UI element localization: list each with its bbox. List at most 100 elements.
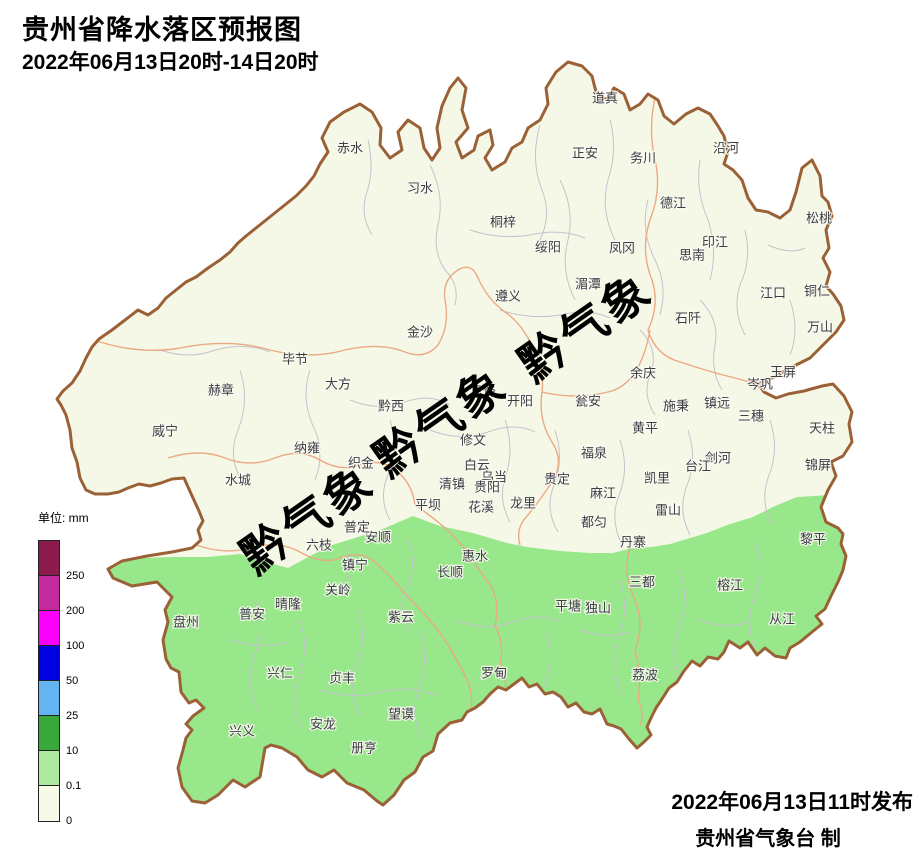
footer: 2022年06月13日11时发布 贵州省气象台 制 (623, 786, 913, 851)
county-label-习水: 习水 (407, 181, 433, 196)
county-label-凯里: 凯里 (644, 471, 670, 486)
county-label-惠水: 惠水 (462, 549, 488, 564)
footer-issued-time: 2022年06月13日11时发布 (671, 791, 913, 814)
county-label-绥阳: 绥阳 (535, 240, 561, 255)
county-label-普定: 普定 (344, 520, 370, 535)
county-borders (159, 119, 806, 741)
county-label-遵义: 遵义 (495, 289, 521, 304)
county-label-安龙: 安龙 (310, 717, 336, 732)
county-label-湄潭: 湄潭 (575, 277, 601, 292)
county-label-万山: 万山 (807, 320, 833, 335)
county-label-贵定: 贵定 (544, 472, 570, 487)
legend-cell-250 (39, 541, 59, 576)
county-label-大方: 大方 (325, 377, 351, 392)
legend-cell-50 (39, 646, 59, 681)
county-label-瓮安: 瓮安 (575, 394, 601, 409)
legend-tick-label: 100 (66, 640, 85, 652)
legend-tick-label: 0 (66, 815, 73, 827)
county-label-务川: 务川 (630, 151, 656, 166)
county-label-贞丰: 贞丰 (329, 671, 355, 686)
county-label-镇远: 镇远 (704, 396, 730, 411)
county-label-黄平: 黄平 (632, 421, 658, 436)
legend-title: 单位: mm (38, 511, 89, 525)
county-label-紫云: 紫云 (388, 610, 414, 625)
county-label-松桃: 松桃 (806, 211, 832, 226)
county-label-开阳: 开阳 (507, 394, 533, 409)
county-label-正安: 正安 (572, 146, 598, 161)
prefecture-borders (96, 97, 759, 726)
county-label-贵阳: 贵阳 (474, 480, 500, 495)
county-label-白云: 白云 (464, 458, 490, 473)
county-label-册亨: 册亨 (351, 741, 377, 756)
county-label-都匀: 都匀 (581, 515, 607, 530)
province-border (55, 60, 854, 807)
page-subtitle: 2022年06月13日20时-14日20时 (22, 51, 319, 74)
county-label-乌当: 乌当 (481, 470, 507, 485)
county-label-水城: 水城 (225, 473, 251, 488)
county-label-石阡: 石阡 (675, 311, 701, 326)
county-label-晴隆: 晴隆 (275, 597, 301, 612)
county-label-施秉: 施秉 (663, 399, 689, 414)
county-label-三都: 三都 (629, 575, 655, 590)
county-label-兴仁: 兴仁 (267, 666, 293, 681)
county-label-榕江: 榕江 (717, 578, 743, 593)
legend-tick-label: 25 (66, 710, 79, 722)
county-label-麻江: 麻江 (590, 486, 616, 501)
county-label-纳雍: 纳雍 (294, 441, 320, 456)
county-label-六枝: 六枝 (306, 538, 332, 553)
legend-tick-label: 250 (66, 570, 85, 582)
county-label-铜仁: 铜仁 (804, 284, 830, 299)
legend-tick-label: 0.1 (66, 780, 82, 792)
county-label-赤水: 赤水 (337, 141, 363, 156)
legend-cell-0 (39, 786, 59, 821)
county-label-从江: 从江 (769, 612, 795, 627)
county-label-天柱: 天柱 (809, 421, 835, 436)
county-label-威宁: 威宁 (152, 424, 178, 439)
county-label-三穗: 三穗 (738, 409, 764, 424)
county-label-息烽: 息烽 (470, 384, 496, 399)
county-label-沿河: 沿河 (713, 141, 739, 156)
county-label-花溪: 花溪 (468, 500, 494, 515)
county-label-金沙: 金沙 (407, 325, 433, 340)
county-label-江口: 江口 (760, 286, 786, 301)
legend-tick-label: 50 (66, 675, 79, 687)
legend-cell-10 (39, 716, 59, 751)
county-label-雷山: 雷山 (655, 503, 681, 518)
county-label-平坝: 平坝 (415, 498, 441, 513)
county-label-望谟: 望谟 (388, 707, 414, 722)
county-label-兴义: 兴义 (229, 724, 255, 739)
county-label-普安: 普安 (239, 607, 265, 622)
county-label-锦屏: 锦屏 (805, 458, 831, 473)
legend-tick-label: 200 (66, 605, 85, 617)
legend-cell-25 (39, 681, 59, 716)
legend-cell-100 (39, 611, 59, 646)
county-label-织金: 织金 (348, 456, 374, 471)
county-label-龙里: 龙里 (510, 496, 536, 511)
county-label-玉屏: 玉屏 (770, 365, 796, 380)
county-label-道真: 道真 (592, 91, 618, 106)
county-label-长顺: 长顺 (437, 565, 463, 580)
legend-color-bar (38, 540, 60, 822)
county-label-毕节: 毕节 (282, 352, 308, 367)
county-label-赫章: 赫章 (208, 383, 234, 398)
county-label-黎平: 黎平 (800, 532, 826, 547)
county-label-修文: 修文 (460, 433, 486, 448)
legend: 单位: mm 250 200 100 50 25 10 0.1 0 (38, 509, 89, 827)
county-label-剑河: 剑河 (705, 451, 731, 466)
county-label-桐梓: 桐梓 (490, 215, 516, 230)
county-label-台江: 台江 (685, 459, 711, 474)
county-label-黔西: 黔西 (378, 399, 404, 414)
page-title: 贵州省降水落区预报图 (22, 15, 302, 45)
county-label-丹寨: 丹寨 (620, 535, 646, 550)
county-label-余庆: 余庆 (630, 366, 656, 381)
county-label-盘州: 盘州 (173, 615, 199, 630)
county-label-荔波: 荔波 (632, 668, 658, 683)
legend-tick-label: 10 (66, 745, 79, 757)
legend-cell-0.1 (39, 751, 59, 786)
county-label-福泉: 福泉 (581, 446, 607, 461)
county-label-镇宁: 镇宁 (342, 558, 368, 573)
county-label-关岭: 关岭 (325, 583, 351, 598)
